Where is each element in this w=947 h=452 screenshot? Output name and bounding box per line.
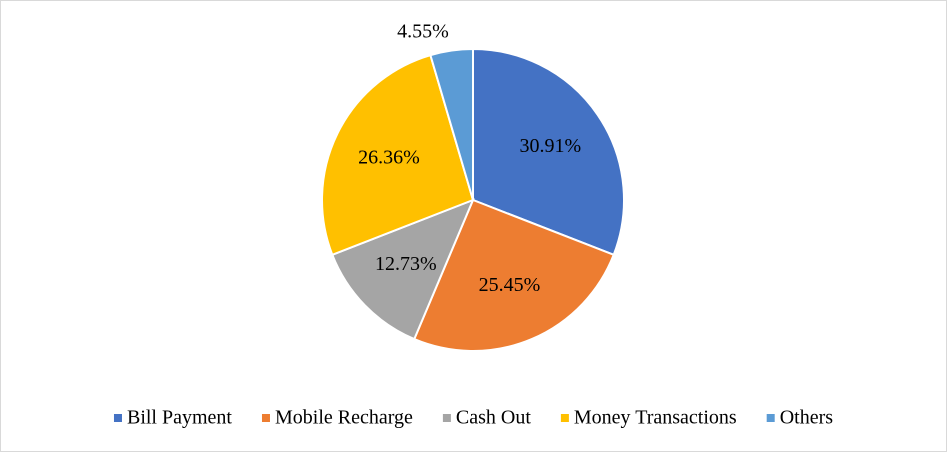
pie-slice <box>429 47 474 201</box>
legend-label: Money Transactions <box>574 407 737 429</box>
data-label: 30.91% <box>519 135 581 157</box>
pie-slice <box>472 47 625 257</box>
legend-swatch <box>442 414 451 422</box>
pie-slice <box>321 53 475 257</box>
legend-label: Others <box>780 407 834 429</box>
legend-swatch <box>261 414 270 422</box>
legend-swatch <box>766 414 775 422</box>
legend-label: Mobile Recharge <box>275 407 413 429</box>
pie-slice <box>412 198 616 352</box>
legend-swatch <box>560 414 569 422</box>
pie-slice <box>330 198 475 341</box>
data-label: 4.55% <box>397 20 449 42</box>
legend: Bill Payment Mobile Recharge Cash Out Money… <box>113 407 834 429</box>
data-label: 26.36% <box>358 146 420 168</box>
legend-swatch <box>113 414 122 422</box>
legend-label: Bill Payment <box>127 407 232 429</box>
data-label: 25.45% <box>479 274 541 296</box>
legend-label: Cash Out <box>456 407 531 429</box>
data-label: 12.73% <box>375 253 437 275</box>
